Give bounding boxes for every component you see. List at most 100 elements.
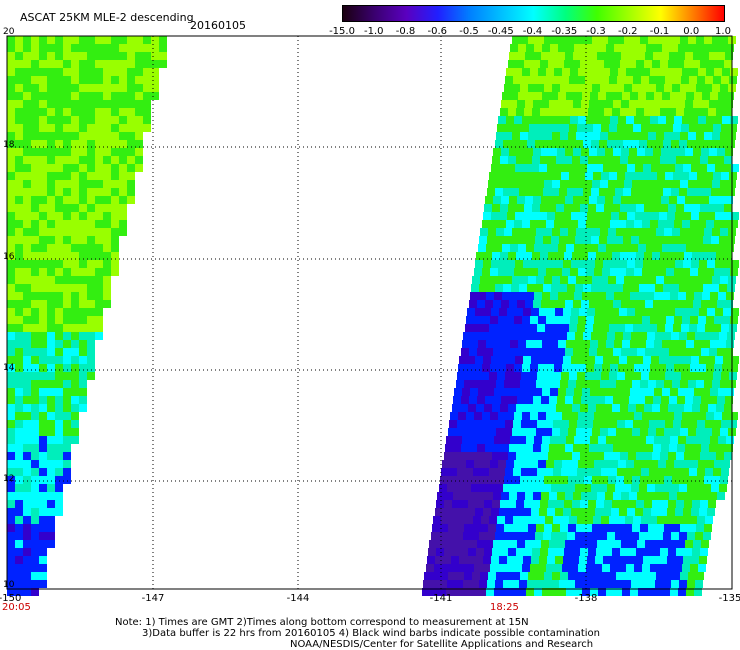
swath-cell (688, 524, 696, 532)
swath-cell (656, 572, 664, 580)
swath-cell (676, 108, 684, 116)
swath-cell (701, 348, 709, 356)
swath-cell (676, 252, 684, 260)
swath-cell (606, 292, 614, 300)
swath-cell (704, 476, 712, 484)
swath-cell (39, 372, 47, 380)
swath-cell (639, 140, 647, 148)
swath-cell (556, 404, 564, 412)
swath-cell (488, 428, 496, 436)
swath-cell (543, 580, 551, 588)
swath-cell (79, 364, 87, 372)
swath-cell (661, 444, 669, 452)
swath-cell (539, 556, 547, 564)
swath-cell (726, 244, 734, 252)
swath-cell (588, 156, 596, 164)
swath-cell (444, 500, 452, 508)
swath-cell (493, 300, 501, 308)
swath-cell (103, 180, 111, 188)
swath-cell (648, 36, 656, 44)
swath-cell (87, 44, 95, 52)
swath-cell (713, 420, 721, 428)
swath-cell (31, 356, 39, 364)
swath-cell (7, 508, 15, 516)
swath-cell (55, 468, 63, 476)
swath-cell (729, 172, 737, 180)
swath-cell (492, 404, 500, 412)
swath-cell (607, 284, 615, 292)
swath-cell (119, 60, 127, 68)
swath-cell (531, 508, 539, 516)
swath-cell (536, 524, 544, 532)
swath-cell (595, 556, 603, 564)
swath-cell (599, 580, 607, 588)
swath-cell (23, 300, 31, 308)
swath-cell (629, 52, 637, 60)
swath-cell (572, 156, 580, 164)
swath-cell (143, 124, 151, 132)
swath-cell (95, 332, 103, 340)
swath-cell (55, 444, 63, 452)
swath-cell (709, 444, 717, 452)
swath-cell (521, 76, 529, 84)
swath-cell (95, 204, 103, 212)
swath-cell (560, 276, 568, 284)
swath-cell (672, 84, 680, 92)
swath-cell (616, 524, 624, 532)
swath-cell (648, 380, 656, 388)
swath-cell (87, 100, 95, 108)
colorbar-label: -15.0 (329, 26, 355, 37)
swath-cell (23, 380, 31, 388)
swath-cell (494, 388, 502, 396)
swath-cell (650, 564, 658, 572)
swath-cell (723, 308, 731, 316)
swath-cell (39, 164, 47, 172)
swath-cell (653, 540, 661, 548)
swath-cell (658, 268, 666, 276)
swath-cell (79, 68, 87, 76)
swath-cell (662, 92, 670, 100)
swath-cell (708, 108, 716, 116)
swath-cell (645, 396, 653, 404)
swath-cell (572, 252, 580, 260)
swath-cell (47, 84, 55, 92)
swath-cell (570, 412, 578, 420)
swath-cell (636, 452, 644, 460)
swath-cell (95, 84, 103, 92)
swath-cell (636, 204, 644, 212)
swath-cell (503, 284, 511, 292)
swath-cell (690, 220, 698, 228)
swath-cell (31, 132, 39, 140)
swath-cell (623, 532, 631, 540)
swath-cell (71, 268, 79, 276)
swath-cell (595, 164, 603, 172)
swath-cell (520, 524, 528, 532)
swath-cell (15, 140, 23, 148)
swath-cell (7, 588, 15, 596)
swath-cell (510, 340, 518, 348)
swath-cell (729, 324, 737, 332)
swath-cell (55, 460, 63, 468)
swath-cell (486, 388, 494, 396)
swath-cell (541, 348, 549, 356)
swath-cell (563, 556, 571, 564)
swath-cell (15, 36, 23, 44)
swath-cell (600, 380, 608, 388)
swath-cell (71, 348, 79, 356)
swath-cell (613, 444, 621, 452)
swath-cell (594, 364, 602, 372)
swath-cell (674, 268, 682, 276)
swath-cell (500, 452, 508, 460)
swath-cell (538, 564, 546, 572)
swath-cell (15, 548, 23, 556)
swath-cell (682, 220, 690, 228)
swath-cell (702, 92, 710, 100)
swath-cell (506, 116, 514, 124)
swath-cell (71, 284, 79, 292)
swath-cell (716, 452, 724, 460)
swath-cell (645, 196, 653, 204)
swath-cell (509, 540, 517, 548)
swath-cell (641, 76, 649, 84)
swath-cell (675, 508, 683, 516)
swath-cell (39, 428, 47, 436)
